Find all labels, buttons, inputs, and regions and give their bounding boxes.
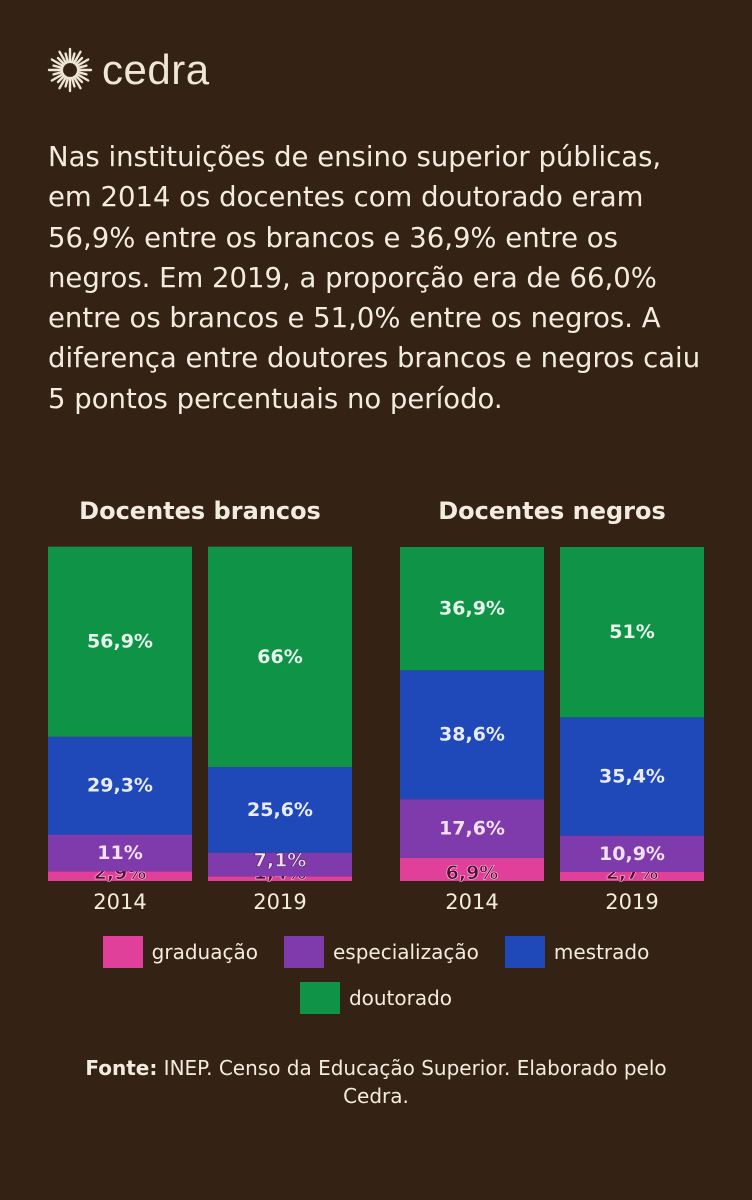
data-label-especializacao-g1-2014: 17,6% bbox=[439, 818, 505, 840]
intro-text: Nas instituições de ensino superior públ… bbox=[48, 141, 701, 415]
legend-swatch-mestrado bbox=[504, 936, 545, 968]
logo-text: cedra bbox=[102, 46, 210, 93]
legend-item-doutorado: doutorado bbox=[0, 982, 752, 1014]
bar-segment-mestrado-g1-2014 bbox=[400, 670, 544, 800]
legend-label-especializacao: especialização bbox=[332, 940, 479, 964]
data-label-mestrado-g1-2019: 35,4% bbox=[599, 765, 665, 787]
group-title-negros: Docentes negros bbox=[438, 497, 666, 525]
bar-segment-especializacao-g0-2014 bbox=[48, 834, 192, 872]
legend-label-mestrado: mestrado bbox=[553, 940, 650, 964]
legend-label-graduacao: graduação bbox=[151, 940, 258, 964]
legend-swatch-graduacao bbox=[102, 936, 143, 968]
legend-label-doutorado: doutorado bbox=[348, 986, 453, 1010]
data-label-mestrado-g1-2014: 38,6% bbox=[439, 724, 505, 746]
bar-segment-especializacao-g1-2019 bbox=[560, 835, 704, 872]
source-label: Fonte: bbox=[85, 1056, 158, 1080]
bar-segment-graduacao-g1-2019 bbox=[560, 871, 704, 881]
data-label-especializacao-g0-2019: 7,1% bbox=[254, 850, 307, 872]
x-tick-label-g0-2014: 2014 bbox=[93, 890, 146, 914]
bar-segment-doutorado-g0-2014 bbox=[48, 546, 192, 737]
bar-segment-graduacao-g0-2019 bbox=[208, 876, 352, 881]
bar-segment-graduacao-g0-2014 bbox=[48, 871, 192, 881]
data-label-doutorado-g0-2019: 66% bbox=[257, 646, 302, 668]
legend: graduação especialização mestrado doutor… bbox=[0, 936, 752, 1014]
legend-swatch-especializacao bbox=[283, 936, 324, 968]
source-note: Fonte: INEP. Censo da Educação Superior.… bbox=[56, 1054, 696, 1110]
logo: cedra bbox=[46, 44, 210, 96]
data-label-graduacao-g1-2014: 6,9% bbox=[446, 862, 499, 884]
bar-segment-doutorado-g1-2019 bbox=[560, 547, 704, 718]
legend-item-graduacao: graduação bbox=[102, 936, 258, 968]
stacked-bar-chart: 2,9%11%29,3%56,9%20141,4%7,1%25,6%66%201… bbox=[48, 546, 704, 914]
legend-swatch-doutorado bbox=[299, 982, 340, 1014]
bar-segment-especializacao-g0-2019 bbox=[208, 852, 352, 877]
bar-segment-mestrado-g0-2014 bbox=[48, 736, 192, 835]
data-label-mestrado-g0-2014: 29,3% bbox=[87, 775, 153, 797]
bar-segment-mestrado-g0-2019 bbox=[208, 767, 352, 853]
bar-segment-graduacao-g1-2014 bbox=[400, 857, 544, 881]
legend-item-especializacao: especialização bbox=[283, 936, 479, 968]
bar-segment-doutorado-g1-2014 bbox=[400, 547, 544, 671]
source-text: INEP. Censo da Educação Superior. Elabor… bbox=[163, 1056, 667, 1108]
data-label-doutorado-g1-2014: 36,9% bbox=[439, 598, 505, 620]
x-tick-label-g1-2019: 2019 bbox=[605, 890, 658, 914]
bar-segment-mestrado-g1-2019 bbox=[560, 717, 704, 836]
bar-segment-doutorado-g0-2019 bbox=[208, 546, 352, 768]
data-label-doutorado-g1-2019: 51% bbox=[609, 621, 654, 643]
data-label-especializacao-g0-2014: 11% bbox=[97, 842, 142, 864]
x-tick-label-g0-2019: 2019 bbox=[253, 890, 306, 914]
bar-segment-especializacao-g1-2014 bbox=[400, 799, 544, 858]
data-label-doutorado-g0-2014: 56,9% bbox=[87, 631, 153, 653]
x-tick-label-g1-2014: 2014 bbox=[445, 890, 498, 914]
data-label-especializacao-g1-2019: 10,9% bbox=[599, 843, 665, 865]
data-label-mestrado-g0-2019: 25,6% bbox=[247, 799, 313, 821]
legend-item-mestrado: mestrado bbox=[504, 936, 650, 968]
sun-burst-icon bbox=[47, 47, 93, 93]
group-title-brancos: Docentes brancos bbox=[79, 497, 321, 525]
